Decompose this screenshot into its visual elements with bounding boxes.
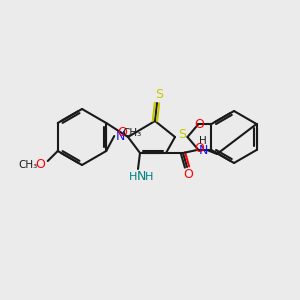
Text: O: O — [117, 127, 127, 140]
Text: N: N — [136, 170, 146, 184]
Text: H: H — [199, 136, 207, 146]
Text: S: S — [178, 128, 186, 140]
Text: H: H — [129, 172, 137, 182]
Text: O: O — [194, 118, 204, 130]
Text: O: O — [35, 158, 45, 172]
Text: H: H — [145, 172, 153, 182]
Text: O: O — [194, 142, 204, 154]
Text: S: S — [155, 88, 163, 101]
Text: N: N — [198, 143, 208, 157]
Text: O: O — [183, 169, 193, 182]
Text: CH₃: CH₃ — [123, 128, 142, 138]
Text: N: N — [115, 130, 125, 143]
Text: CH₃: CH₃ — [18, 160, 38, 170]
